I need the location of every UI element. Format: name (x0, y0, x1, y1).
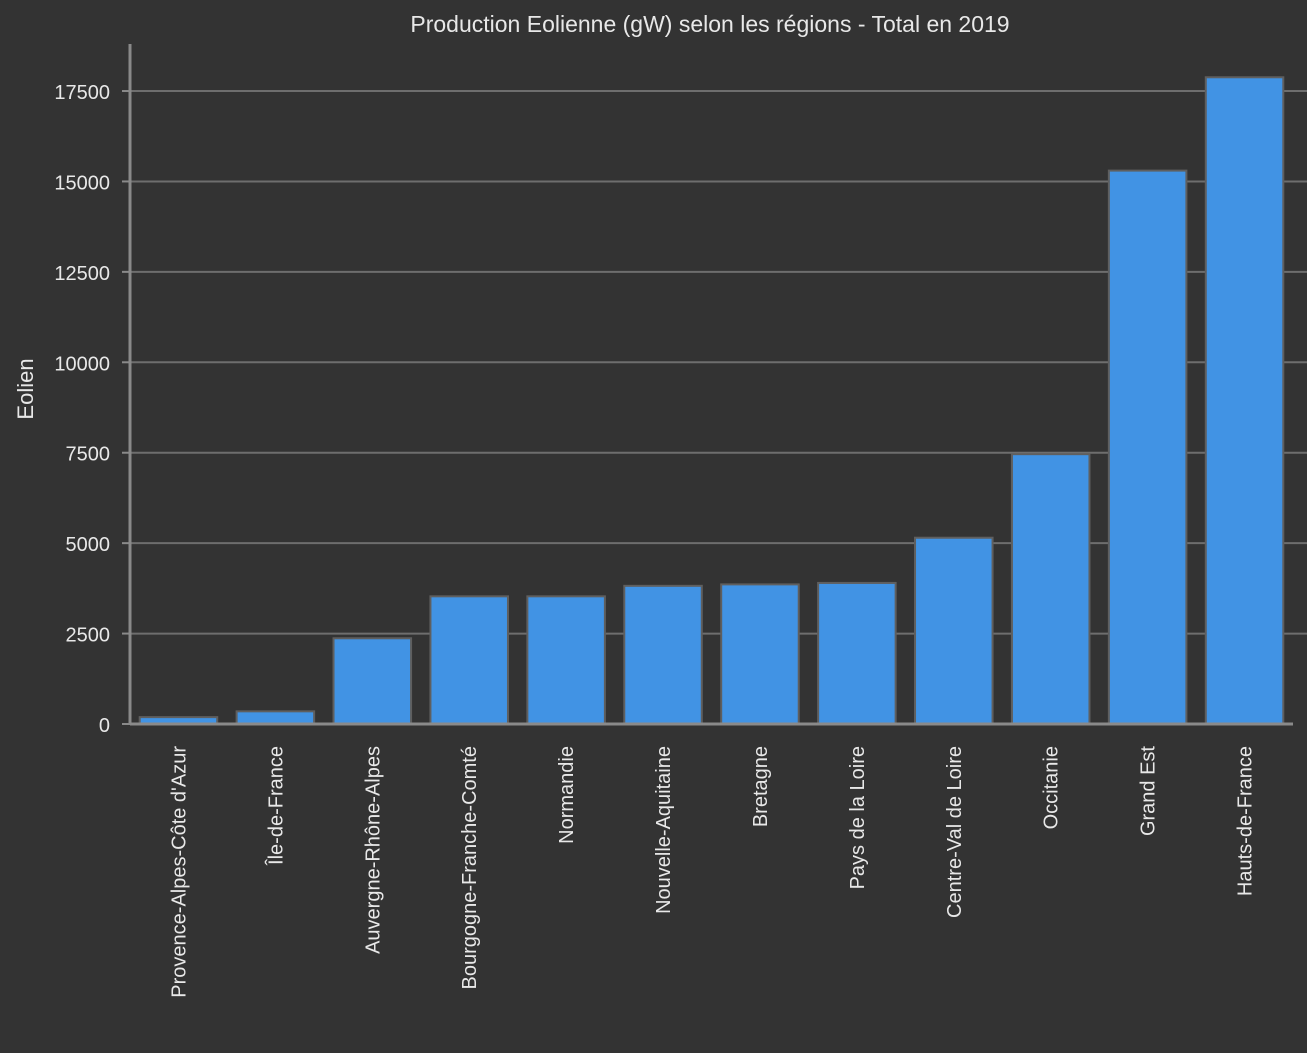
bar (1107, 169, 1188, 725)
bar (1204, 76, 1285, 725)
bar (332, 637, 413, 726)
gridlines (130, 90, 1307, 635)
y-tick-label: 7500 (66, 444, 111, 466)
y-axis-label: Eolien (13, 358, 38, 419)
bar (235, 710, 316, 726)
bar (526, 595, 606, 726)
x-tick-label: Pays de la Loire (847, 746, 869, 889)
axes (122, 44, 1293, 726)
y-tick-label: 17500 (54, 82, 110, 104)
y-tick-label: 5000 (66, 534, 111, 556)
bar (623, 584, 703, 725)
x-tick-label: Bretagne (750, 746, 772, 827)
x-tick-label: Centre-Val de Loire (944, 746, 966, 918)
x-tick-label: Provence-Alpes-Côte d'Azur (168, 746, 190, 998)
y-tick-label: 10000 (54, 353, 110, 375)
x-tick-label: Occitanie (1041, 746, 1063, 829)
x-tick-label: Île-de-France (264, 746, 287, 866)
x-tick-label: Auvergne-Rhône-Alpes (362, 746, 384, 954)
chart-title: Production Eolienne (gW) selon les régio… (410, 11, 1009, 37)
bar (720, 583, 800, 726)
y-tick-label: 12500 (54, 263, 110, 285)
y-tick-label: 0 (99, 715, 110, 737)
x-tick-label: Nouvelle-Aquitaine (653, 746, 675, 914)
bar (1010, 453, 1091, 725)
bar (817, 581, 897, 725)
x-tick-label: Bourgogne-Franche-Comté (459, 746, 481, 989)
x-tick-label: Normandie (556, 746, 578, 844)
y-tick-label: 15000 (54, 172, 110, 194)
bar (429, 595, 509, 726)
y-tick-label: 2500 (66, 625, 111, 647)
bars (138, 76, 1285, 726)
x-tick-label: Grand Est (1138, 746, 1160, 836)
x-tick-labels: Provence-Alpes-Côte d'Azur Île-de-France A… (168, 746, 1256, 998)
y-tick-labels: 0 2500 5000 7500 10000 12500 15000 17500 (54, 82, 110, 737)
bar (914, 536, 994, 725)
x-tick-label: Hauts-de-France (1235, 746, 1257, 896)
